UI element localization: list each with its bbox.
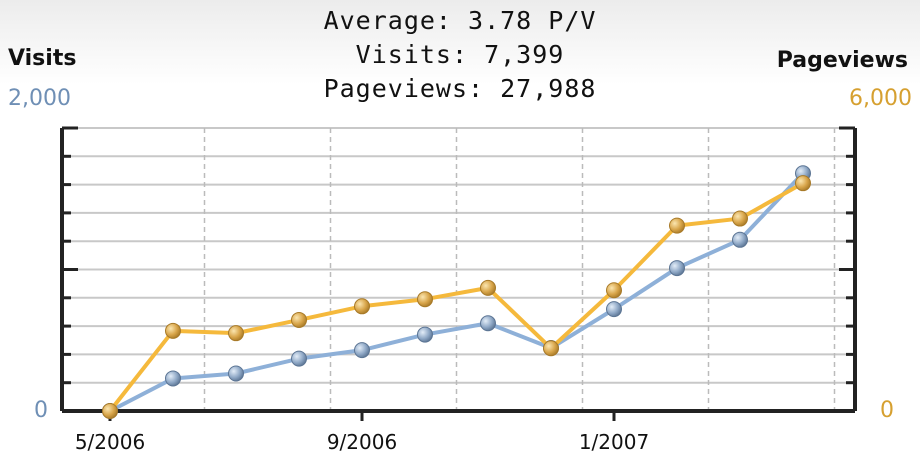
right-axis-max-label: 6,000 [849, 86, 912, 111]
right-axis-title: Pageviews [776, 48, 908, 73]
visits-point [354, 342, 370, 359]
visits-point [291, 350, 307, 367]
pageviews-point [543, 340, 559, 357]
left-axis-title: Visits [8, 46, 77, 71]
x-tick-label: 9/2006 [327, 430, 397, 454]
left-axis-min-label: 0 [34, 398, 48, 423]
pageviews-point [354, 298, 370, 315]
pageviews-point [669, 217, 685, 234]
visits-point [669, 260, 685, 277]
visits-line [109, 171, 805, 413]
pageviews-point [732, 210, 748, 227]
pageviews-stat: Pageviews: 27,988 [323, 74, 597, 103]
visits-stat: Visits: 7,399 [355, 40, 565, 69]
right-axis-min-label: 0 [880, 398, 894, 423]
average-stat: Average: 3.78 P/V [323, 6, 597, 35]
pageviews-line [108, 181, 804, 413]
x-tick-label: 1/2007 [579, 430, 649, 454]
visits-point [165, 370, 181, 387]
pageviews-point [417, 291, 433, 308]
visits-point [228, 365, 244, 382]
visits-point [417, 326, 433, 343]
visits-point [480, 315, 496, 332]
visits-point [732, 231, 748, 248]
pageviews-point [291, 311, 307, 328]
pageviews-point [480, 279, 496, 296]
visits-point [606, 301, 622, 318]
pageviews-point [165, 322, 181, 339]
pageviews-point [228, 325, 244, 342]
pageviews-point [795, 175, 811, 192]
pageviews-point [102, 403, 118, 419]
pageviews-point [606, 282, 622, 299]
x-tick-label: 5/2006 [75, 430, 145, 454]
left-axis-max-label: 2,000 [8, 86, 71, 111]
